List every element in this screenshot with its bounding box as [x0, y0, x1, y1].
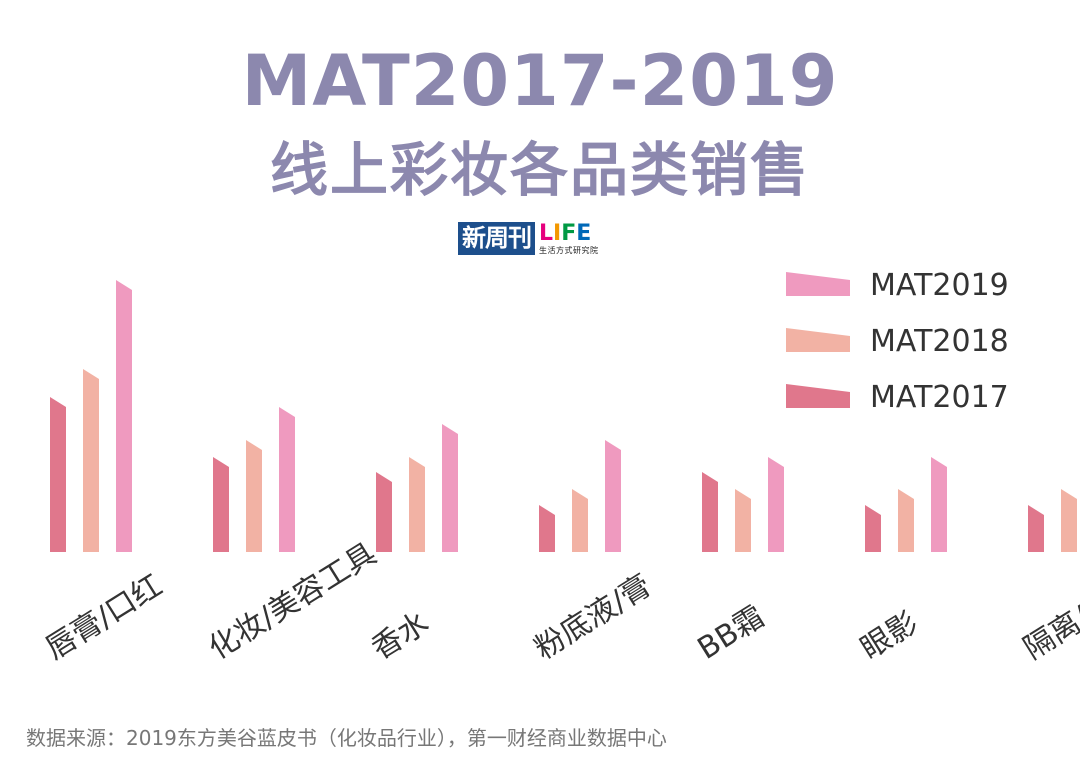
legend-swatch-mat2018 — [786, 328, 850, 352]
logo-life-block: LIFE 生活方式研究院 — [539, 222, 599, 256]
bar-mat2017-2 — [213, 457, 229, 552]
category-label: BB霜 — [692, 599, 771, 666]
bar-mat2018-3 — [409, 457, 425, 552]
legend-swatch-mat2017 — [786, 384, 850, 408]
logo-life-letter: F — [561, 221, 577, 246]
bar-mat2017-7 — [1028, 505, 1044, 552]
bar-mat2018-5 — [735, 489, 751, 552]
bar-mat2018-6 — [898, 489, 914, 552]
bar-mat2017-3 — [376, 472, 392, 552]
bar-mat2019-3 — [442, 424, 458, 552]
legend-label-mat2018: MAT2018 — [870, 324, 1009, 359]
category-label: 香水 — [366, 605, 435, 666]
legend-label-mat2019: MAT2019 — [870, 268, 1009, 303]
logo-life-word: LIFE — [539, 222, 599, 246]
logo-life-letter: L — [539, 221, 554, 246]
publisher-logo: 新周刊 LIFE 生活方式研究院 — [458, 222, 599, 262]
chart-title-line-1: MAT2017-2019 — [241, 40, 839, 122]
category-label: 眼影 — [855, 605, 924, 666]
legend-swatch-mat2019 — [786, 272, 850, 296]
bar-mat2017-6 — [865, 505, 881, 552]
legend-label-mat2017: MAT2017 — [870, 380, 1009, 415]
bar-mat2019-2 — [279, 407, 295, 552]
category-label: 化妆/美容工具 — [203, 536, 383, 666]
logo-life-letter: I — [553, 221, 562, 246]
source-note: 数据来源：2019东方美谷蓝皮书（化妆品行业），第一财经商业数据中心 — [26, 726, 667, 750]
bar-mat2018-7 — [1061, 489, 1077, 552]
bar-mat2019-5 — [768, 457, 784, 552]
bar-mat2018-4 — [572, 489, 588, 552]
category-label: 粉底液/膏 — [529, 568, 658, 667]
bar-mat2019-4 — [605, 440, 621, 552]
chart-title-line-2: 线上彩妆各品类销售 — [269, 136, 810, 204]
bar-mat2019-6 — [931, 457, 947, 552]
logo-life-subtitle: 生活方式研究院 — [539, 246, 599, 255]
bar-mat2017-5 — [702, 472, 718, 552]
bar-mat2017-1 — [50, 397, 66, 552]
logo-magazine: 新周刊 — [458, 222, 535, 255]
bar-mat2018-2 — [246, 440, 262, 552]
bar-mat2018-1 — [83, 369, 99, 552]
bar-mat2017-4 — [539, 505, 555, 552]
category-label: 隔离/妆前 — [1018, 568, 1080, 667]
bar-mat2019-1 — [116, 280, 132, 552]
category-label: 唇膏/口红 — [40, 568, 169, 667]
logo-life-letter: E — [576, 221, 592, 246]
